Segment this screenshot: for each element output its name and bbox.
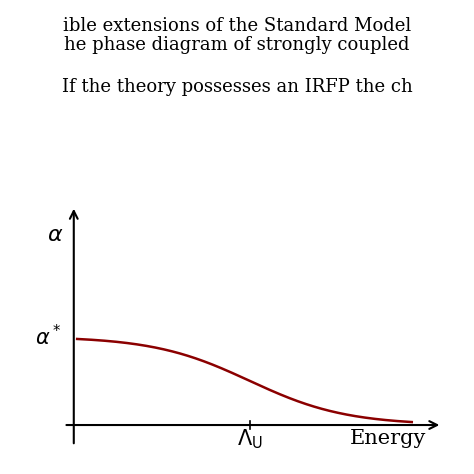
Text: he phase diagram of strongly coupled: he phase diagram of strongly coupled [64, 36, 410, 54]
Text: $\alpha^*$: $\alpha^*$ [35, 324, 62, 349]
Text: $\Lambda_{\mathrm{U}}$: $\Lambda_{\mathrm{U}}$ [237, 427, 263, 450]
Text: Energy: Energy [350, 429, 426, 448]
Text: ible extensions of the Standard Model: ible extensions of the Standard Model [63, 17, 411, 35]
Text: $\alpha$: $\alpha$ [47, 224, 64, 246]
Text: If the theory possesses an IRFP the ch: If the theory possesses an IRFP the ch [62, 78, 412, 96]
